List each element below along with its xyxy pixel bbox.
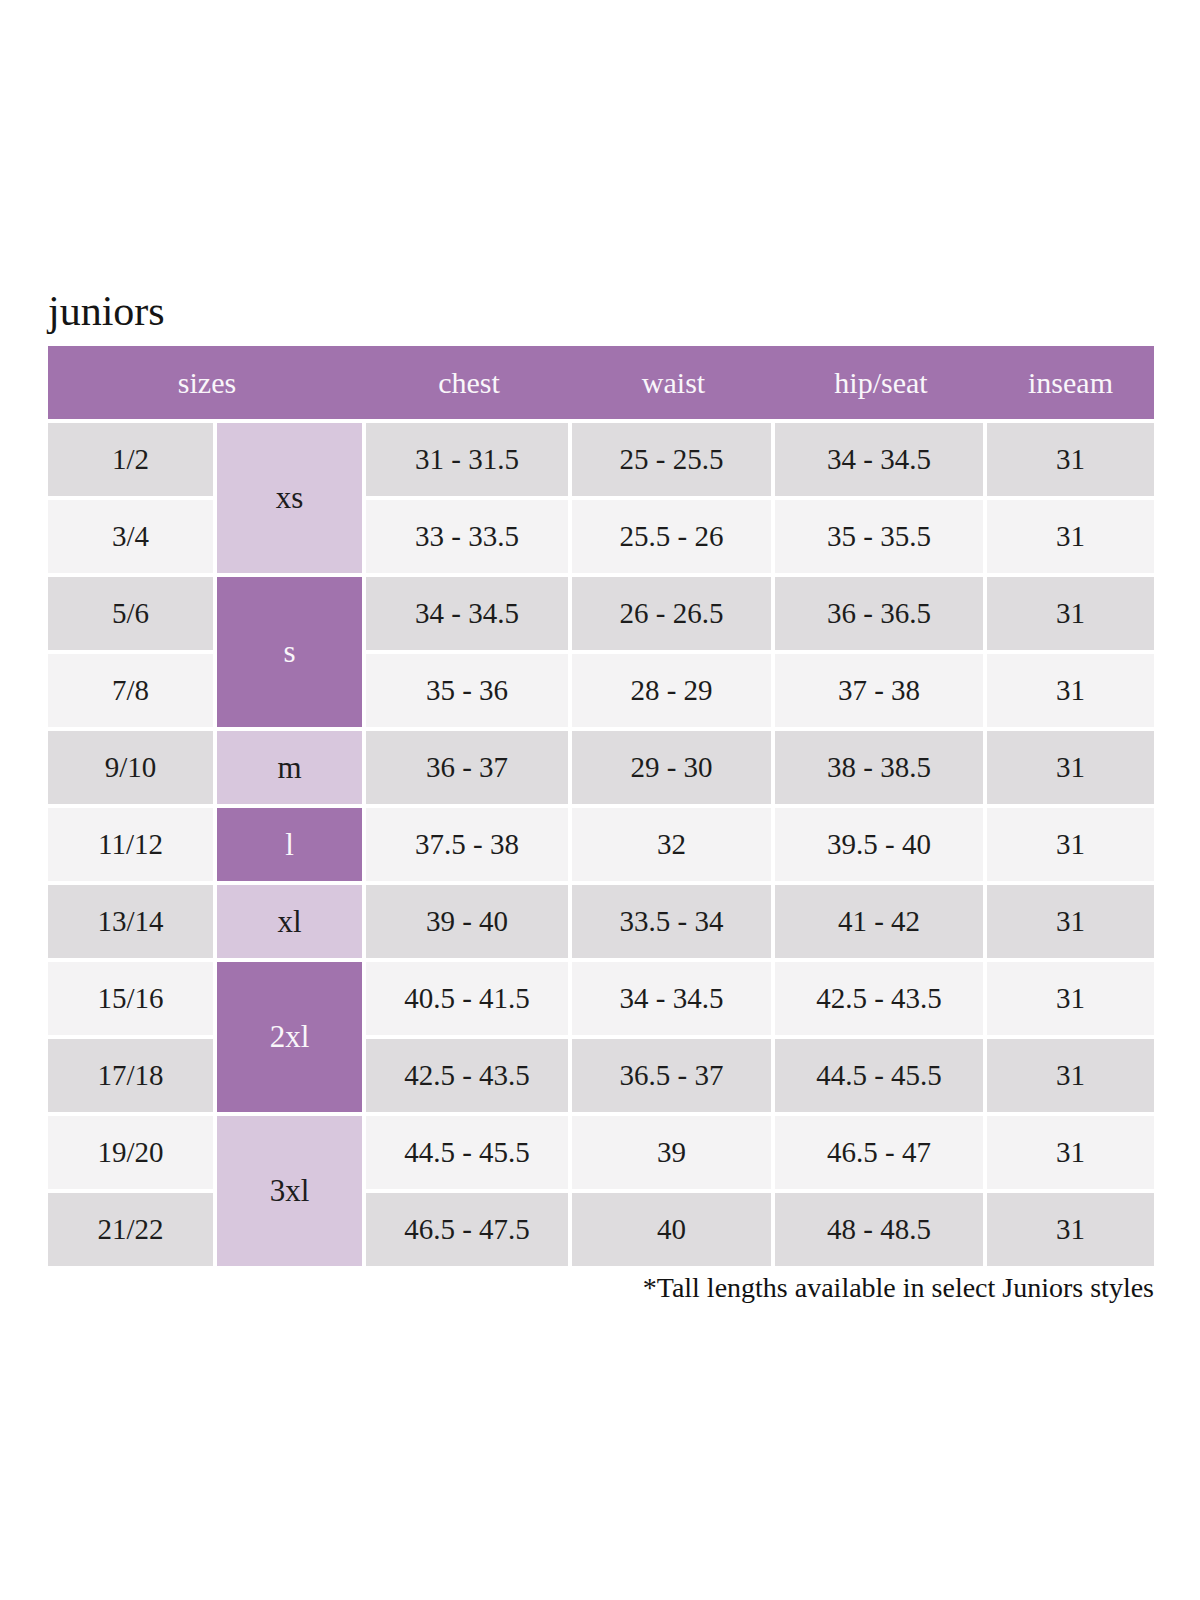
size-chart-page: juniors sizes chest waist hip/seat insea… — [0, 0, 1200, 1600]
size-cell: 1/2 — [48, 423, 213, 496]
size-group-cell: 2xl — [217, 962, 362, 1112]
header-inseam: inseam — [987, 366, 1154, 400]
hip-seat-cell: 34 - 34.5 — [775, 423, 983, 496]
waist-cell: 36.5 - 37 — [572, 1039, 771, 1112]
chest-cell: 33 - 33.5 — [366, 500, 568, 573]
waist-cell: 26 - 26.5 — [572, 577, 771, 650]
size-cell: 3/4 — [48, 500, 213, 573]
size-cell: 13/14 — [48, 885, 213, 958]
chest-cell: 35 - 36 — [366, 654, 568, 727]
page-title: juniors — [48, 288, 165, 334]
header-sizes: sizes — [48, 366, 366, 400]
size-cell: 17/18 — [48, 1039, 213, 1112]
waist-cell: 39 — [572, 1116, 771, 1189]
tall-lengths-footnote: *Tall lengths available in select Junior… — [643, 1272, 1154, 1304]
waist-cell: 29 - 30 — [572, 731, 771, 804]
table-header-row: sizes chest waist hip/seat inseam — [48, 346, 1154, 419]
waist-cell: 40 — [572, 1193, 771, 1266]
hip-seat-cell: 46.5 - 47 — [775, 1116, 983, 1189]
inseam-cell: 31 — [987, 731, 1154, 804]
waist-cell: 25 - 25.5 — [572, 423, 771, 496]
chest-cell: 37.5 - 38 — [366, 808, 568, 881]
inseam-cell: 31 — [987, 885, 1154, 958]
table-body: 1/231 - 31.525 - 25.534 - 34.5313/433 - … — [48, 423, 1154, 1266]
chest-cell: 46.5 - 47.5 — [366, 1193, 568, 1266]
size-cell: 7/8 — [48, 654, 213, 727]
inseam-cell: 31 — [987, 808, 1154, 881]
size-cell: 9/10 — [48, 731, 213, 804]
juniors-size-table: sizes chest waist hip/seat inseam 1/2 31 … — [48, 346, 1154, 1266]
inseam-cell: 31 — [987, 1039, 1154, 1112]
hip-seat-cell: 41 - 42 — [775, 885, 983, 958]
hip-seat-cell: 36 - 36.5 — [775, 577, 983, 650]
header-waist: waist — [572, 366, 775, 400]
inseam-cell: 31 — [987, 962, 1154, 1035]
inseam-cell: 31 — [987, 500, 1154, 573]
hip-seat-cell: 44.5 - 45.5 — [775, 1039, 983, 1112]
size-group-cell: xl — [217, 885, 362, 958]
hip-seat-cell: 38 - 38.5 — [775, 731, 983, 804]
inseam-cell: 31 — [987, 423, 1154, 496]
hip-seat-cell: 42.5 - 43.5 — [775, 962, 983, 1035]
waist-cell: 32 — [572, 808, 771, 881]
chest-cell: 40.5 - 41.5 — [366, 962, 568, 1035]
size-group-cell: 3xl — [217, 1116, 362, 1266]
waist-cell: 33.5 - 34 — [572, 885, 771, 958]
size-cell: 21/22 — [48, 1193, 213, 1266]
waist-cell: 25.5 - 26 — [572, 500, 771, 573]
size-group-cell: m — [217, 731, 362, 804]
chest-cell: 36 - 37 — [366, 731, 568, 804]
chest-cell: 39 - 40 — [366, 885, 568, 958]
inseam-cell: 31 — [987, 654, 1154, 727]
size-cell: 15/16 — [48, 962, 213, 1035]
inseam-cell: 31 — [987, 1116, 1154, 1189]
size-cell: 11/12 — [48, 808, 213, 881]
size-group-cell: s — [217, 577, 362, 727]
hip-seat-cell: 37 - 38 — [775, 654, 983, 727]
size-group-cell: l — [217, 808, 362, 881]
inseam-cell: 31 — [987, 577, 1154, 650]
size-cell: 19/20 — [48, 1116, 213, 1189]
header-hip-seat: hip/seat — [775, 366, 987, 400]
waist-cell: 28 - 29 — [572, 654, 771, 727]
size-cell: 5/6 — [48, 577, 213, 650]
chest-cell: 42.5 - 43.5 — [366, 1039, 568, 1112]
waist-cell: 34 - 34.5 — [572, 962, 771, 1035]
size-group-cell: xs — [217, 423, 362, 573]
hip-seat-cell: 39.5 - 40 — [775, 808, 983, 881]
chest-cell: 31 - 31.5 — [366, 423, 568, 496]
hip-seat-cell: 48 - 48.5 — [775, 1193, 983, 1266]
hip-seat-cell: 35 - 35.5 — [775, 500, 983, 573]
inseam-cell: 31 — [987, 1193, 1154, 1266]
chest-cell: 44.5 - 45.5 — [366, 1116, 568, 1189]
chest-cell: 34 - 34.5 — [366, 577, 568, 650]
header-chest: chest — [366, 366, 572, 400]
